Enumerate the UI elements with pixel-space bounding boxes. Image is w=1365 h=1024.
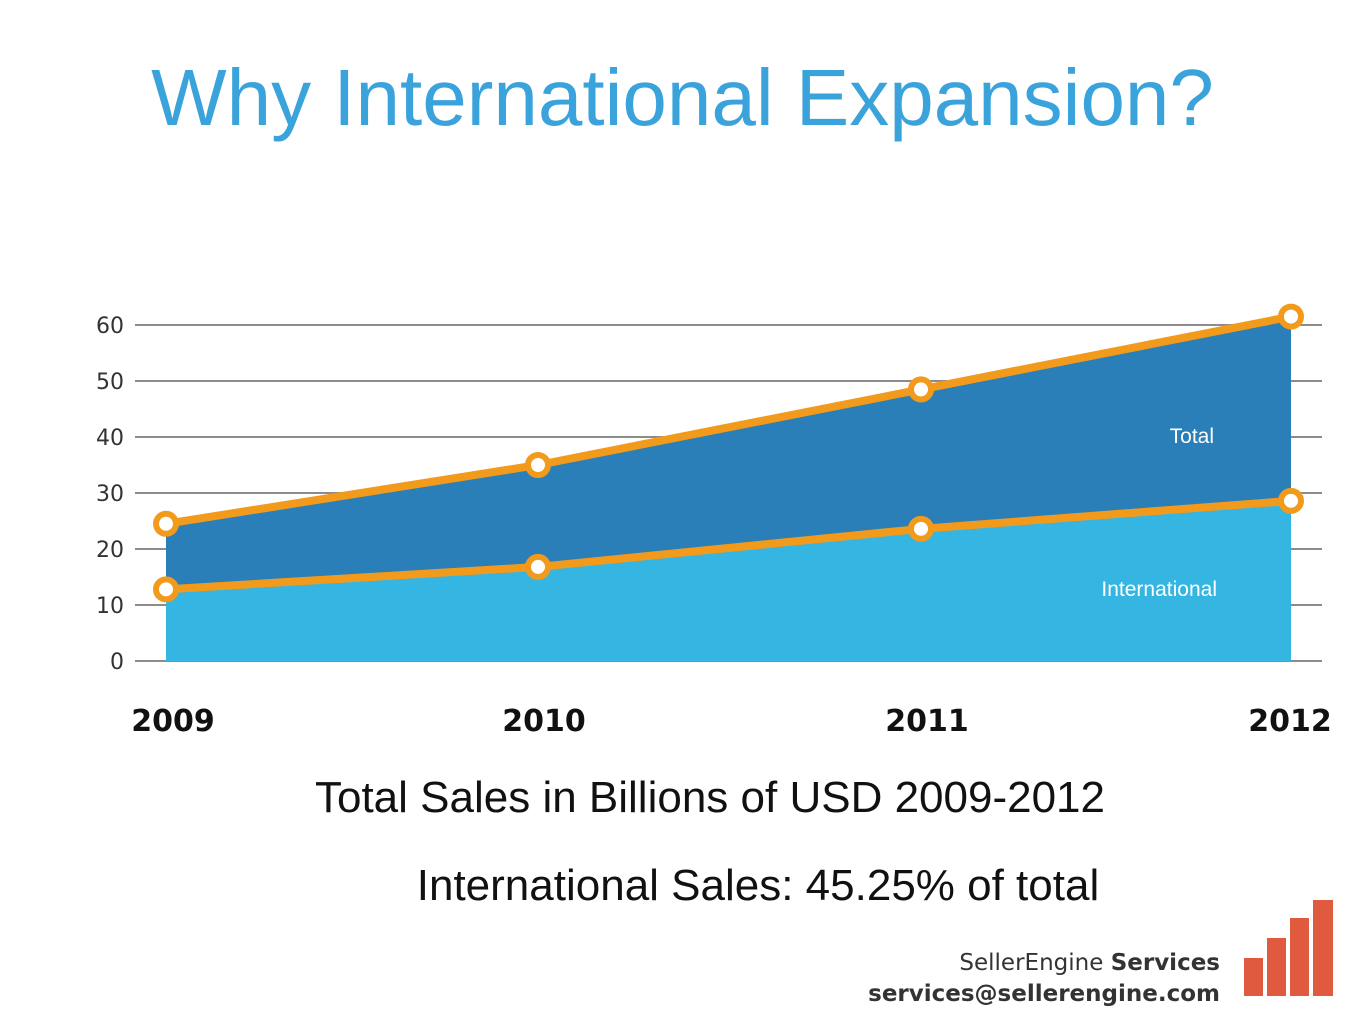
total-point-2009 xyxy=(153,510,179,537)
logo-bar-3 xyxy=(1290,918,1309,996)
logo-bar-1 xyxy=(1244,958,1263,996)
international-area xyxy=(166,500,1291,661)
international-share-caption: International Sales: 45.25% of total xyxy=(416,861,1100,910)
y-tick-40: 40 xyxy=(96,426,124,451)
international-point-2009 xyxy=(153,576,179,603)
y-tick-20: 20 xyxy=(96,538,124,563)
x-tick-2010: 2010 xyxy=(502,704,586,739)
x-tick-2011: 2011 xyxy=(885,704,969,739)
series-labels: Total International xyxy=(1101,425,1217,601)
x-tick-labels: 2009 2010 2011 2012 xyxy=(131,704,1332,739)
x-tick-2012: 2012 xyxy=(1248,704,1332,739)
y-tick-0: 0 xyxy=(110,650,124,675)
logo-bar-2 xyxy=(1267,938,1286,996)
line-series xyxy=(165,312,1292,594)
total-point-2010 xyxy=(525,452,551,478)
brand-line: SellerEngine Services xyxy=(868,948,1220,978)
y-tick-labels: 0 10 20 30 40 50 60 xyxy=(96,314,124,675)
bar-chart-logo-icon xyxy=(1244,900,1333,996)
y-tick-30: 30 xyxy=(96,482,124,507)
y-tick-10: 10 xyxy=(96,594,124,619)
international-point-2012 xyxy=(1278,487,1304,514)
brand-suffix: Services xyxy=(1110,950,1220,976)
y-tick-50: 50 xyxy=(96,370,124,395)
brand-block: SellerEngine Services services@sellereng… xyxy=(868,948,1220,1010)
total-point-2012 xyxy=(1278,303,1304,330)
slide-title: Why International Expansion? xyxy=(151,53,1214,142)
international-point-2010 xyxy=(525,553,551,580)
total-line xyxy=(165,312,1292,528)
international-line xyxy=(165,496,1292,594)
sales-chart: 0 10 20 30 40 50 60 2009 2010 2011 2012 Total Inte… xyxy=(96,303,1332,739)
y-tick-60: 60 xyxy=(96,314,124,339)
sales-area-chart: 0 10 20 30 40 50 60 2009 2010 2011 2012 Total Inte… xyxy=(96,303,1332,739)
series-label-international: International xyxy=(1101,578,1217,601)
x-tick-2009: 2009 xyxy=(131,704,215,739)
series-label-total: Total xyxy=(1170,425,1214,448)
international-point-2011 xyxy=(908,515,934,542)
brand-email: services@sellerengine.com xyxy=(868,981,1220,1007)
brand-name: SellerEngine xyxy=(959,950,1104,976)
data-points xyxy=(153,303,1304,603)
logo-bar-4 xyxy=(1313,900,1333,996)
chart-caption: Total Sales in Billions of USD 2009-2012 xyxy=(314,773,1105,822)
total-point-2011 xyxy=(908,376,934,403)
area-series xyxy=(166,316,1291,661)
